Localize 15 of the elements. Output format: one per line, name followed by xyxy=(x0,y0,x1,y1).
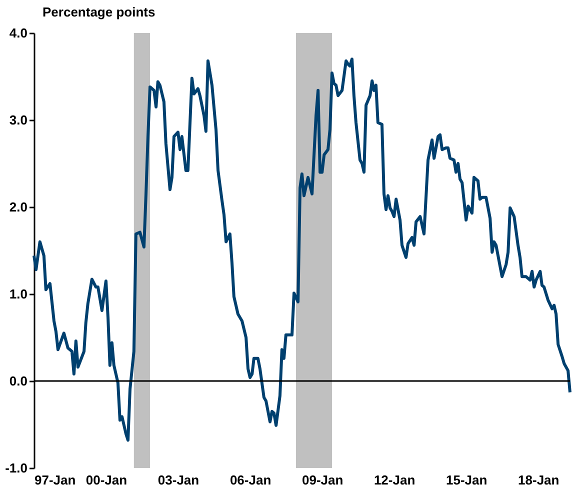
y-tick-label: 3.0 xyxy=(9,112,28,128)
y-tick-label: 1.0 xyxy=(9,286,28,302)
x-tick-label: 03-Jan xyxy=(158,472,200,488)
y-tick-label: -1.0 xyxy=(5,460,28,476)
x-tick-label: 06-Jan xyxy=(230,472,272,488)
x-tick-label: 15-Jan xyxy=(446,472,488,488)
x-tick-label: 12-Jan xyxy=(374,472,416,488)
y-tick-label: 2.0 xyxy=(9,200,28,214)
y-tick-label: 0.0 xyxy=(9,374,28,388)
y-tick-label: 4.0 xyxy=(9,26,28,40)
x-tick-label: 18-Jan xyxy=(518,472,560,488)
x-tick-label: 97-Jan xyxy=(34,472,76,488)
x-tick-label: 09-Jan xyxy=(302,472,344,488)
x-tick-label: 00-Jan xyxy=(86,472,128,488)
y-axis-title: Percentage points xyxy=(42,4,156,20)
